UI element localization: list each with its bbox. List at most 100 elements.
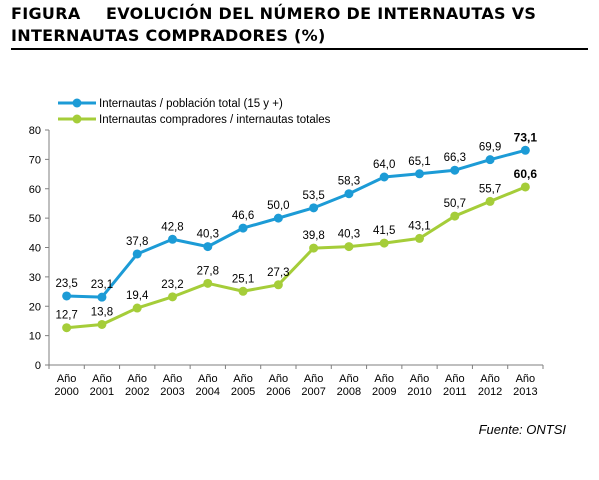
- data-label: 27,3: [267, 267, 289, 279]
- data-point: [520, 182, 530, 192]
- legend-marker-2: [72, 114, 82, 124]
- x-tick-label-top: Año: [163, 373, 183, 385]
- x-tick-label-top: Año: [410, 373, 430, 385]
- figure-title-line1: EVOLUCIÓN DEL NÚMERO DE INTERNAUTAS VS: [106, 4, 537, 23]
- data-label: 64,0: [373, 159, 395, 171]
- legend-label-1: Internautas / población total (15 y +): [99, 98, 283, 110]
- data-label: 55,7: [479, 183, 501, 195]
- x-tick-label-top: Año: [374, 373, 394, 385]
- x-tick-label-top: Año: [445, 373, 465, 385]
- y-tick-label: 60: [29, 184, 41, 196]
- x-tick-label-top: Año: [516, 373, 536, 385]
- x-tick-label-top: Año: [304, 373, 324, 385]
- series-line-2: [66, 185, 526, 330]
- figure-label: FIGURA: [11, 4, 81, 23]
- data-label: 46,6: [232, 210, 254, 222]
- x-tick-label-top: Año: [233, 373, 253, 385]
- x-tick-label: 2008: [337, 386, 361, 398]
- legend-label-2: Internautas compradores / internautas to…: [99, 114, 331, 126]
- x-tick-label: 2010: [407, 386, 431, 398]
- y-tick-label: 30: [29, 272, 41, 284]
- x-tick-label-top: Año: [339, 373, 359, 385]
- x-tick-label: 2012: [478, 386, 502, 398]
- data-label: 19,4: [126, 290, 149, 302]
- data-label: 25,1: [232, 273, 254, 285]
- data-point: [238, 286, 248, 296]
- data-point: [344, 189, 354, 199]
- data-label: 50,7: [444, 198, 466, 210]
- data-point: [132, 303, 142, 313]
- data-point: [62, 323, 72, 333]
- data-label: 23,1: [91, 279, 113, 291]
- data-label: 23,2: [161, 279, 183, 291]
- x-tick-label: 2000: [54, 386, 78, 398]
- data-label: 37,8: [126, 236, 148, 248]
- y-tick-label: 0: [35, 360, 41, 372]
- x-tick-label: 2007: [301, 386, 325, 398]
- data-point: [273, 213, 283, 223]
- y-tick-label: 20: [29, 301, 41, 313]
- x-tick-label-top: Año: [198, 373, 218, 385]
- data-label: 60,6: [514, 167, 538, 181]
- x-tick-label: 2013: [513, 386, 537, 398]
- data-label: 73,1: [514, 130, 538, 144]
- data-label: 23,5: [55, 278, 77, 290]
- data-label: 40,3: [197, 229, 219, 241]
- figure-title: FIGURA EVOLUCIÓN DEL NÚMERO DE INTERNAUTA…: [11, 3, 586, 47]
- data-label: 50,0: [267, 200, 289, 212]
- x-tick-label: 2001: [90, 386, 114, 398]
- data-label: 58,3: [338, 176, 360, 188]
- source-note: Fuente: ONTSI: [478, 422, 566, 437]
- data-point: [344, 242, 354, 252]
- data-point: [485, 196, 495, 206]
- title-divider: [11, 48, 588, 50]
- x-tick-label-top: Año: [57, 373, 77, 385]
- y-tick-label: 70: [29, 154, 41, 166]
- data-label: 39,8: [302, 230, 324, 242]
- legend-marker-1: [72, 98, 82, 108]
- y-tick-label: 50: [29, 213, 41, 225]
- figure-title-line2: INTERNAUTAS COMPRADORES (%): [11, 26, 326, 45]
- data-point: [168, 234, 177, 244]
- x-tick-label: 2011: [443, 386, 467, 398]
- x-tick-label: 2002: [125, 386, 149, 398]
- x-tick-label-top: Año: [269, 373, 289, 385]
- series-line-1: [66, 148, 526, 299]
- data-point: [309, 243, 319, 253]
- data-label: 43,1: [408, 220, 430, 232]
- x-tick-label: 2006: [266, 386, 290, 398]
- data-label: 12,7: [55, 310, 77, 322]
- x-tick-label-top: Año: [127, 373, 147, 385]
- data-label: 65,1: [408, 156, 430, 168]
- data-point: [379, 172, 389, 182]
- x-tick-label: 2004: [196, 386, 220, 398]
- data-point: [203, 278, 213, 288]
- x-tick-label-top: Año: [480, 373, 500, 385]
- data-point: [97, 292, 107, 302]
- data-point: [97, 319, 107, 329]
- data-label: 66,3: [444, 152, 466, 164]
- data-point: [168, 292, 177, 302]
- data-point: [485, 155, 495, 165]
- data-label: 69,9: [479, 142, 501, 154]
- data-point: [379, 238, 389, 248]
- data-label: 53,5: [302, 190, 324, 202]
- y-tick-label: 10: [29, 331, 41, 343]
- data-label: 42,8: [161, 221, 183, 233]
- data-point: [309, 203, 319, 213]
- x-tick-label-top: Año: [92, 373, 112, 385]
- data-point: [450, 165, 460, 175]
- data-point: [520, 145, 530, 155]
- y-tick-label: 80: [29, 125, 41, 137]
- data-label: 27,8: [197, 265, 219, 277]
- x-tick-label: 2009: [372, 386, 396, 398]
- data-point: [132, 249, 142, 259]
- x-tick-label: 2005: [231, 386, 255, 398]
- data-point: [450, 211, 460, 221]
- data-point: [415, 169, 424, 179]
- data-point: [273, 280, 283, 290]
- data-label: 13,8: [91, 306, 113, 318]
- data-label: 41,5: [373, 225, 395, 237]
- data-label: 40,3: [338, 229, 360, 241]
